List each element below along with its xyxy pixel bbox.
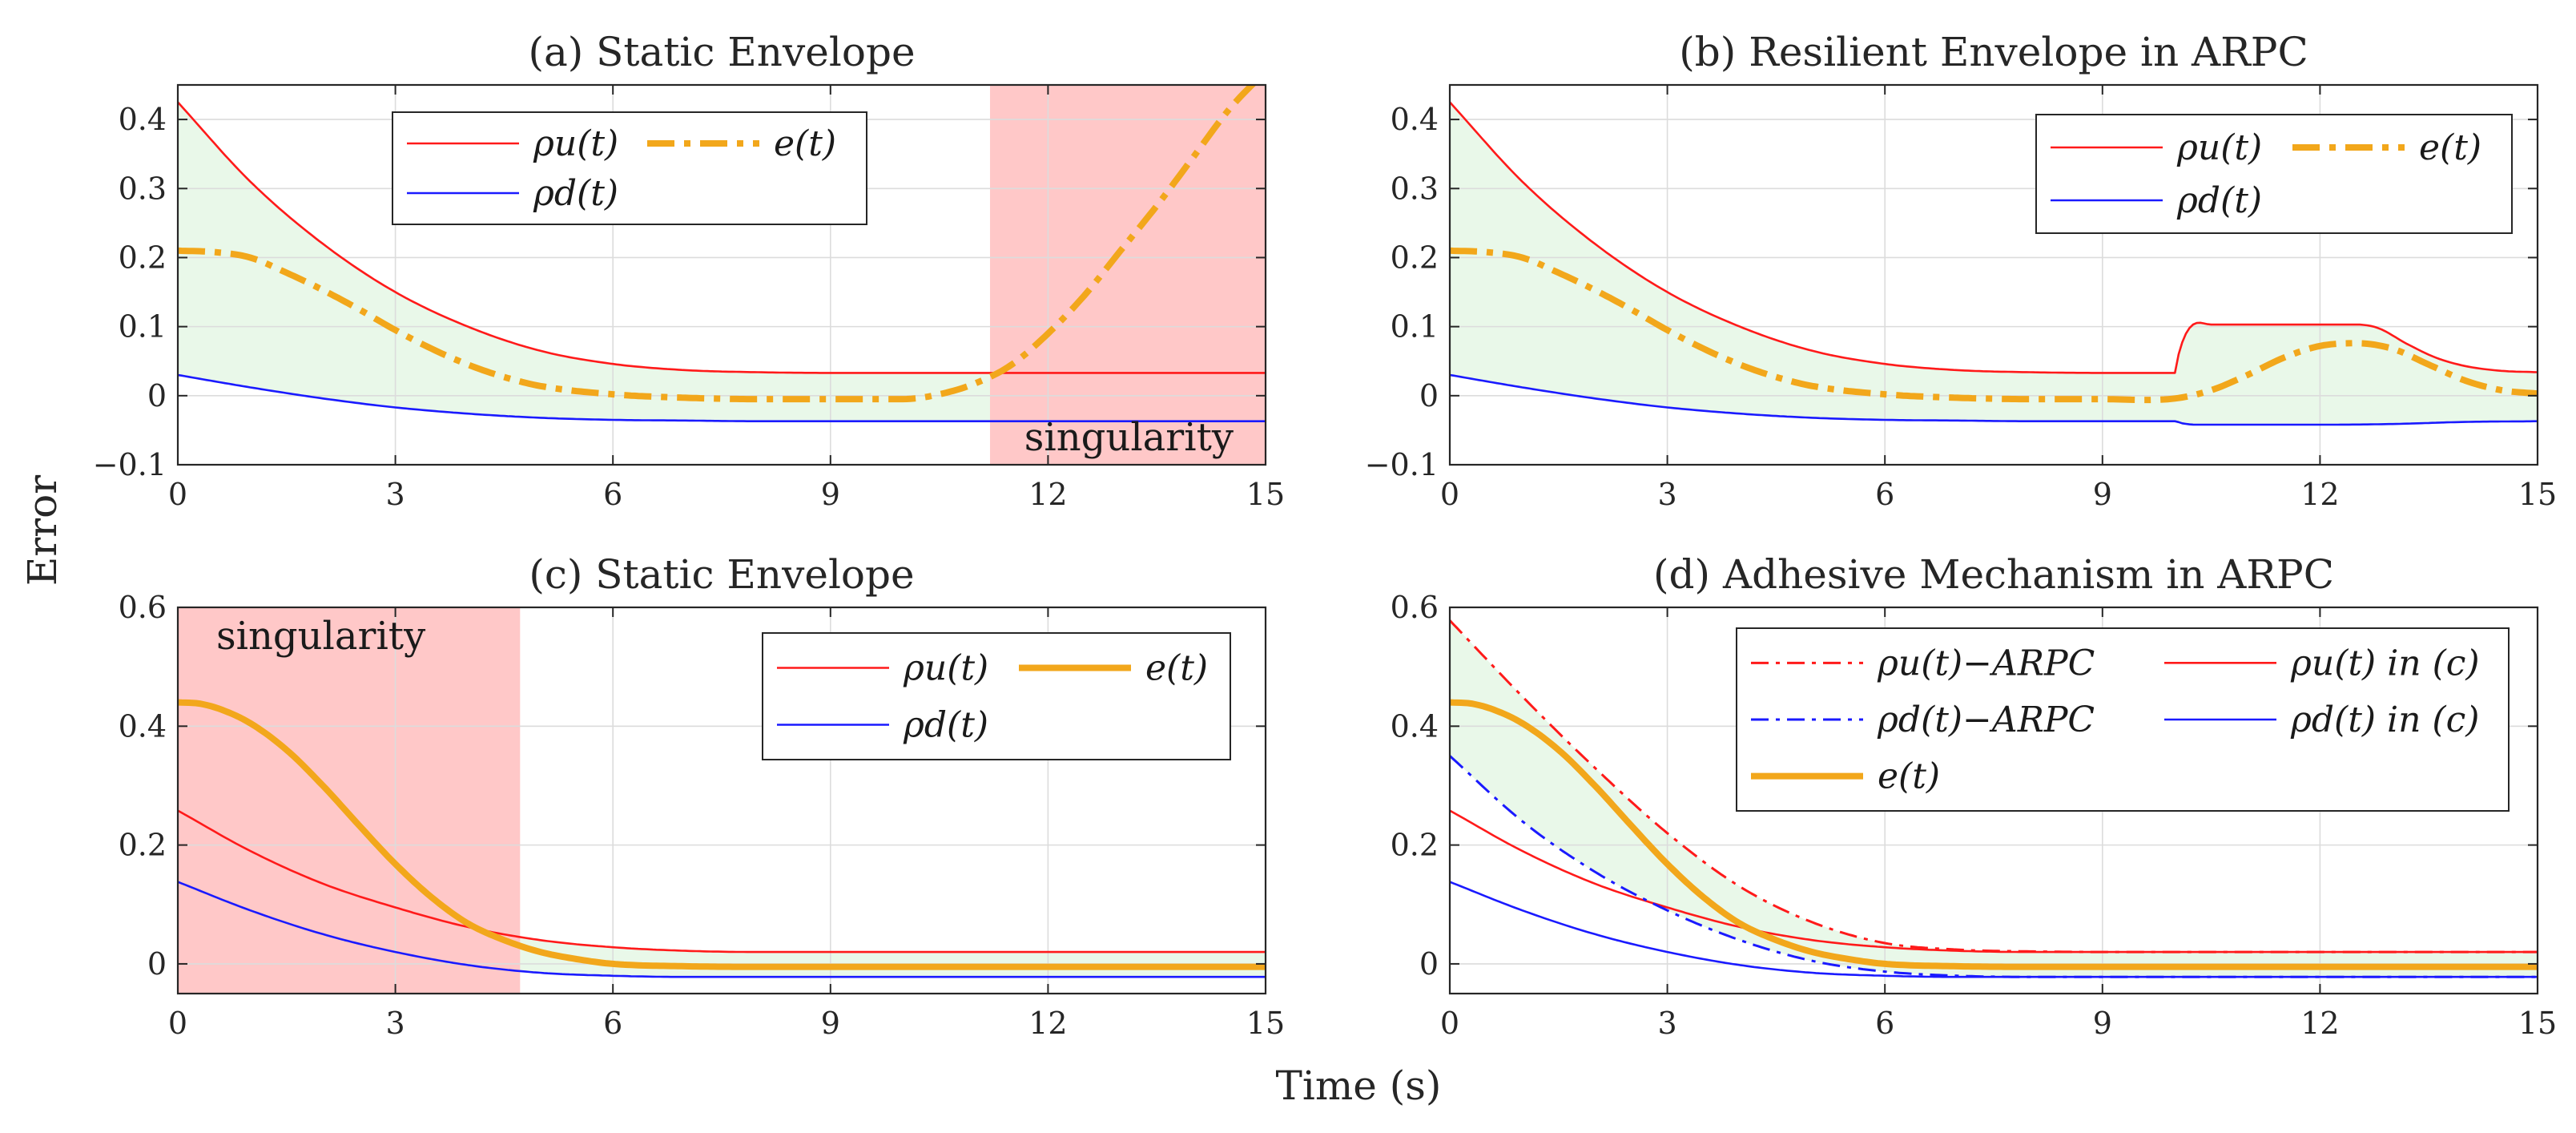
chart-a: 0 3 6 9 12 15−0.100.10.20.30.4(a) Static Enve… [93, 29, 1285, 512]
singularity-region [178, 607, 521, 994]
series-blue-1 [178, 373, 1266, 422]
singularity-region [989, 85, 1266, 465]
chart-b: 0 3 6 9 12 15−0.100.10.20.30.4(b) Resilient E… [1365, 29, 2557, 512]
chart-title: (d) Adhesive Mechanism in ARPC [1653, 551, 2334, 598]
chart-title: (b) Resilient Envelope in ARPC [1679, 29, 2308, 75]
axes-frame [176, 83, 1267, 466]
x-tick-label: 12 [1028, 477, 1067, 512]
chart-c: 0 3 6 9 12 15 0 0.2 0.4 0.6 (c) Static Envelope sin… [119, 551, 1286, 1041]
envelope-fill [1450, 102, 2538, 425]
x-tick-label: 15 [1246, 1006, 1285, 1041]
legend-label: ρu(t) [903, 648, 988, 689]
y-tick-label: 0.2 [1391, 240, 1439, 275]
x-tick-label: 6 [1875, 1006, 1894, 1041]
y-axis-label: Error [19, 475, 66, 586]
series-orange-2 [178, 85, 1257, 403]
legend-box [2035, 114, 2513, 234]
legend-label: e(t) [774, 123, 836, 164]
x-tick-label: 9 [2093, 1006, 2112, 1041]
legend-label: ρd(t)−ARPC [1877, 700, 2095, 740]
chart-title: (a) Static Envelope [528, 29, 915, 75]
series-red-1 [1450, 809, 2538, 954]
legend-label: ρu(t) in (c) [2290, 643, 2480, 683]
y-tick-label: 0 [147, 946, 167, 982]
axes-frame [176, 606, 1267, 995]
x-tick-label: 9 [821, 477, 840, 512]
legend-label: ρu(t) [533, 123, 618, 164]
x-tick-label: 15 [2518, 477, 2557, 512]
x-tick-label: 9 [2093, 477, 2112, 512]
series-blue-1 [1450, 373, 2538, 426]
x-tick-label: 0 [168, 1006, 187, 1041]
y-tick-label: 0.3 [1391, 171, 1439, 206]
series-orange-4 [1450, 699, 2538, 970]
series-red-0 [178, 101, 1266, 374]
x-axis-label: Time (s) [1276, 1062, 1442, 1109]
legend-label: ρd(t) [533, 173, 618, 214]
y-tick-label: 0.1 [1391, 309, 1439, 345]
legend-label: ρd(t) [903, 705, 988, 746]
legend-box [762, 632, 1231, 760]
y-tick-label: 0.4 [119, 102, 167, 137]
y-tick-label: 0 [1419, 946, 1439, 982]
x-tick-label: 12 [2300, 1006, 2339, 1041]
x-tick-label: 0 [1440, 477, 1459, 512]
series-red-0 [1450, 101, 2538, 374]
envelope-fill [178, 102, 1266, 421]
legend-box [1736, 627, 2510, 812]
y-tick-label: 0 [147, 378, 167, 413]
y-tick-label: 0.4 [1391, 708, 1439, 744]
singularity-label: singularity [1024, 415, 1234, 460]
legend-box [392, 111, 867, 225]
series-red-0 [178, 809, 1266, 954]
y-tick-label: 0.2 [1391, 828, 1439, 863]
y-tick-label: 0.4 [119, 708, 167, 744]
y-tick-label: 0.3 [119, 171, 167, 206]
x-tick-label: 15 [1246, 477, 1285, 512]
x-tick-label: 3 [386, 477, 405, 512]
x-tick-label: 12 [2300, 477, 2339, 512]
y-tick-label: 0.2 [119, 828, 167, 863]
axes-frame [1448, 83, 2539, 466]
y-tick-label: 0.6 [1391, 590, 1439, 625]
chart-d: 0 3 6 9 12 15 0 0.2 0.4 0.6 (d) Adhesive Mechanism… [1391, 551, 2558, 1041]
x-tick-label: 0 [1440, 1006, 1459, 1041]
chart-title: (c) Static Envelope [529, 551, 914, 598]
axes-frame [1448, 606, 2539, 995]
series-blue-1 [178, 881, 1266, 978]
x-tick-label: 3 [386, 1006, 405, 1041]
legend-label: e(t) [2419, 127, 2481, 168]
y-tick-label: 0.4 [1391, 102, 1439, 137]
y-tick-label: −0.1 [93, 447, 167, 482]
legend-label: ρd(t) [2176, 180, 2262, 221]
x-tick-label: 6 [603, 477, 622, 512]
y-tick-label: 0.6 [119, 590, 167, 625]
legend-label: ρu(t) [2176, 127, 2262, 168]
y-tick-label: 0.1 [119, 309, 167, 345]
series-blue-3 [1450, 881, 2538, 978]
legend-label: e(t) [1145, 648, 1208, 689]
y-tick-label: 0.2 [119, 240, 167, 275]
x-tick-label: 12 [1028, 1006, 1067, 1041]
y-tick-label: −0.1 [1365, 447, 1439, 482]
legend-label: ρd(t) in (c) [2290, 700, 2479, 740]
legend-label: ρu(t)−ARPC [1877, 643, 2095, 683]
x-tick-label: 3 [1658, 1006, 1677, 1041]
legend-label: e(t) [1878, 756, 1940, 797]
y-tick-label: 0 [1419, 378, 1439, 413]
singularity-label: singularity [216, 614, 425, 659]
x-tick-label: 6 [603, 1006, 622, 1041]
x-tick-label: 15 [2518, 1006, 2557, 1041]
envelope-fill [1450, 620, 2538, 978]
x-tick-label: 0 [168, 477, 187, 512]
series-orange-2 [178, 699, 1266, 970]
x-tick-label: 3 [1658, 477, 1677, 512]
x-tick-label: 6 [1875, 477, 1894, 512]
x-tick-label: 9 [821, 1006, 840, 1041]
